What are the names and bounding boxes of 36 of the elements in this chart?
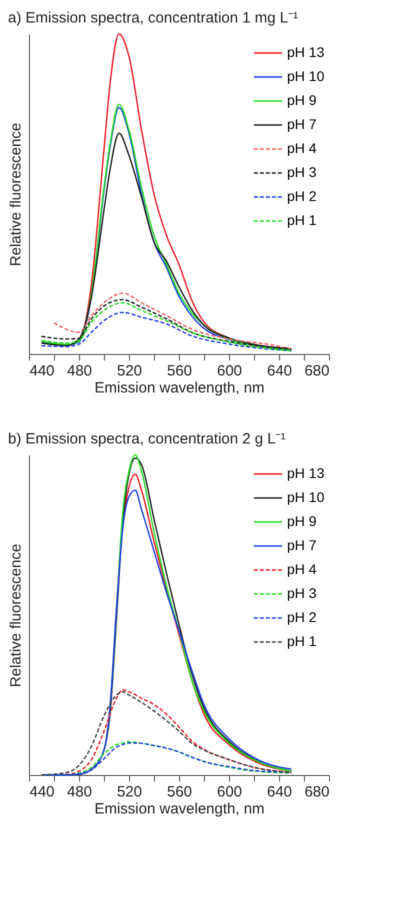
x-tick-label: 600 [216,784,242,800]
x-tick-label: 640 [266,784,292,800]
x-tick-label: 480 [66,784,92,800]
legend-label: pH 7 [287,537,317,553]
x-tick-label: 680 [304,362,330,380]
x-tick-label: 680 [304,784,330,800]
legend-label: pH 13 [287,44,325,60]
legend-label: pH 1 [287,633,317,649]
x-tick-label: 440 [30,784,55,800]
legend-label: pH 2 [287,609,317,625]
chart-title: b) Emission spectra, concentration 2 g L⁻¹ [8,430,286,448]
legend-label: pH 4 [287,561,317,577]
x-tick-label: 560 [166,362,192,380]
x-axis-title: Emission wavelength, nm [94,380,265,396]
legend-label: pH 4 [287,140,317,156]
x-tick-label: 560 [166,784,192,800]
legend-label: pH 3 [287,585,317,601]
legend-label: pH 10 [287,489,325,505]
x-tick-label: 520 [116,362,142,380]
y-axis-title: Relative fluorescence [8,122,24,266]
x-tick-label: 480 [66,362,92,380]
legend-label: pH 9 [287,513,317,529]
legend-label: pH 7 [287,116,317,132]
x-tick-label: 640 [266,362,292,380]
legend-label: pH 9 [287,92,317,108]
legend-label: pH 3 [287,164,317,180]
legend-label: pH 13 [287,465,325,481]
x-tick-label: 600 [216,362,242,380]
y-axis-title: Relative fluorescence [8,544,24,688]
chart-title: a) Emission spectra, concentration 1 mg L⁻¹ [8,9,298,26]
legend-label: pH 2 [287,188,317,204]
x-tick-label: 520 [116,784,142,800]
x-axis-title: Emission wavelength, nm [94,800,265,818]
x-tick-label: 440 [30,362,55,380]
legend-label: pH 1 [287,212,317,228]
legend-label: pH 10 [287,68,325,84]
